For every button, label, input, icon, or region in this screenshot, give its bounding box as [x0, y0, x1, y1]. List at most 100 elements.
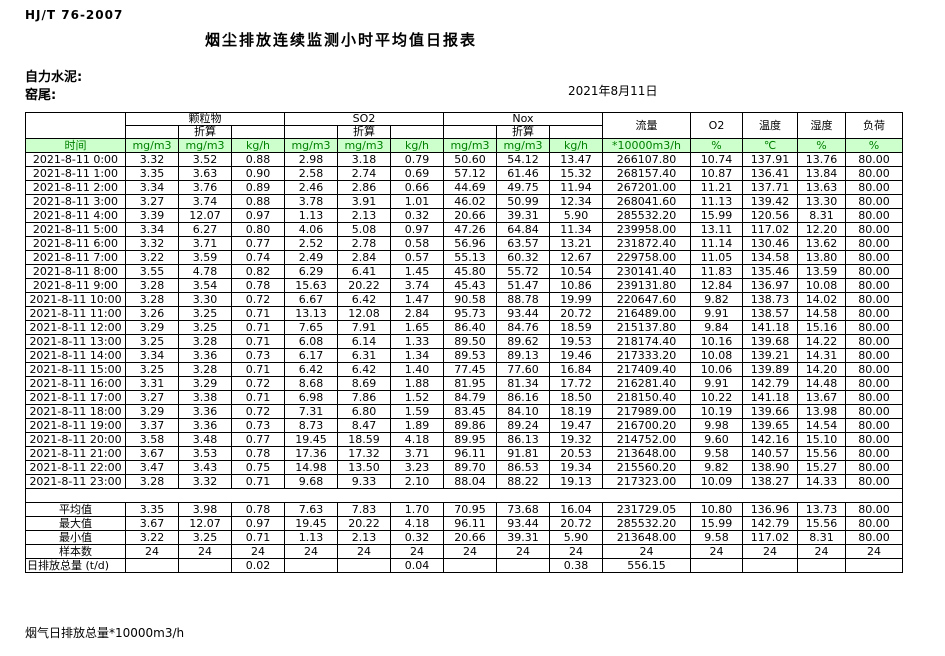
value-cell: 2.84 — [337, 250, 391, 265]
value-cell: 15.10 — [797, 432, 846, 447]
value-cell: 7.86 — [337, 390, 391, 405]
value-cell: 51.47 — [496, 278, 550, 293]
value-cell: 86.16 — [496, 390, 550, 405]
value-cell: 24 — [337, 544, 391, 559]
value-cell: 3.55 — [125, 264, 179, 279]
value-cell: 1.34 — [390, 348, 444, 363]
table-row: 2021-8-11 14:00 3.34 3.36 0.73 6.17 6.31 1.34 8… — [25, 348, 903, 363]
value-cell: 12.84 — [690, 278, 743, 293]
time-cell: 2021-8-11 21:00 — [25, 446, 126, 461]
value-cell: 0.71 — [231, 474, 285, 489]
value-cell: 10.80 — [690, 502, 743, 517]
value-cell: 5.08 — [337, 222, 391, 237]
value-cell: 4.18 — [390, 432, 444, 447]
summary-rows: 平均值 3.35 3.98 0.78 7.63 7.83 1.70 70.95 73.68 16.… — [25, 502, 903, 573]
value-cell: 0.32 — [390, 530, 444, 545]
value-cell: 24 — [284, 544, 338, 559]
value-cell: 6.42 — [337, 292, 391, 307]
value-cell: 19.45 — [284, 516, 338, 531]
value-cell: 19.53 — [549, 334, 603, 349]
table-row: 2021-8-11 2:00 3.34 3.76 0.89 2.46 2.86 0.66 44… — [25, 180, 903, 195]
value-cell: 217989.00 — [602, 404, 691, 419]
value-cell: 3.31 — [125, 376, 179, 391]
value-cell: 13.13 — [284, 306, 338, 321]
value-cell: 83.45 — [443, 404, 497, 419]
value-cell: 80.00 — [845, 208, 903, 223]
value-cell: 17.32 — [337, 446, 391, 461]
value-cell: 12.08 — [337, 306, 391, 321]
value-cell: 81.95 — [443, 376, 497, 391]
value-cell: 8.47 — [337, 418, 391, 433]
value-cell: 0.78 — [231, 278, 285, 293]
value-cell: 20.22 — [337, 516, 391, 531]
value-cell: 138.73 — [742, 292, 798, 307]
value-cell: 89.62 — [496, 334, 550, 349]
value-cell: 285532.20 — [602, 516, 691, 531]
time-cell: 2021-8-11 17:00 — [25, 390, 126, 405]
value-cell: 12.07 — [178, 516, 232, 531]
value-cell: 80.00 — [845, 376, 903, 391]
value-cell: 11.21 — [690, 180, 743, 195]
value-cell: 80.00 — [845, 278, 903, 293]
value-cell: 2.58 — [284, 166, 338, 181]
value-cell: 80.00 — [845, 474, 903, 489]
value-cell: 55.72 — [496, 264, 550, 279]
value-cell: 0.77 — [231, 236, 285, 251]
value-cell: 0.78 — [231, 502, 285, 517]
report-table: 颗粒物 SO2 Nox 流量 O2 温度 湿度 负荷 折算 折算 折算 时间 m… — [25, 112, 903, 573]
value-cell: 13.59 — [797, 264, 846, 279]
spacer-section — [25, 488, 903, 503]
value-cell: 0.71 — [231, 390, 285, 405]
value-cell: 142.16 — [742, 432, 798, 447]
value-cell: 80.00 — [845, 292, 903, 307]
value-cell: 9.98 — [690, 418, 743, 433]
value-cell — [797, 558, 846, 573]
value-cell: 13.50 — [337, 460, 391, 475]
unit-cell: % — [845, 138, 903, 153]
value-cell: 80.00 — [845, 516, 903, 531]
time-cell: 2021-8-11 13:00 — [25, 334, 126, 349]
value-cell: 15.63 — [284, 278, 338, 293]
value-cell: 80.00 — [845, 460, 903, 475]
value-cell: 7.65 — [284, 320, 338, 335]
value-cell: 16.84 — [549, 362, 603, 377]
time-cell: 2021-8-11 16:00 — [25, 376, 126, 391]
standard-code: HJ/T 76-2007 — [25, 8, 124, 22]
value-cell: 15.32 — [549, 166, 603, 181]
value-cell: 19.99 — [549, 292, 603, 307]
value-cell: 138.57 — [742, 306, 798, 321]
value-cell: 139.89 — [742, 362, 798, 377]
value-cell: 77.45 — [443, 362, 497, 377]
value-cell: 19.32 — [549, 432, 603, 447]
value-cell: 3.34 — [125, 222, 179, 237]
time-cell: 2021-8-11 0:00 — [25, 152, 126, 167]
value-cell: 45.80 — [443, 264, 497, 279]
value-cell: 90.58 — [443, 292, 497, 307]
value-cell — [337, 558, 391, 573]
value-cell: 136.97 — [742, 278, 798, 293]
value-cell: 47.26 — [443, 222, 497, 237]
value-cell: 6.31 — [337, 348, 391, 363]
value-cell: 6.08 — [284, 334, 338, 349]
value-cell: 11.94 — [549, 180, 603, 195]
value-cell: 13.76 — [797, 152, 846, 167]
value-cell: 80.00 — [845, 306, 903, 321]
value-cell: 13.84 — [797, 166, 846, 181]
value-cell: 24 — [797, 544, 846, 559]
value-cell: 89.86 — [443, 418, 497, 433]
time-cell: 2021-8-11 19:00 — [25, 418, 126, 433]
footer-note: 烟气日排放总量*10000m3/h — [25, 626, 185, 640]
table-row: 2021-8-11 7:00 3.22 3.59 0.74 2.49 2.84 0.57 55… — [25, 250, 903, 265]
value-cell: 3.23 — [390, 460, 444, 475]
value-cell — [284, 558, 338, 573]
value-cell: 80.00 — [845, 236, 903, 251]
value-cell: 20.53 — [549, 446, 603, 461]
value-cell: 64.84 — [496, 222, 550, 237]
time-cell: 2021-8-11 14:00 — [25, 348, 126, 363]
value-cell: 80.00 — [845, 362, 903, 377]
value-cell: 3.35 — [125, 166, 179, 181]
spacer-cell — [25, 488, 903, 503]
value-cell: 2.52 — [284, 236, 338, 251]
value-cell: 18.50 — [549, 390, 603, 405]
value-cell: 142.79 — [742, 376, 798, 391]
